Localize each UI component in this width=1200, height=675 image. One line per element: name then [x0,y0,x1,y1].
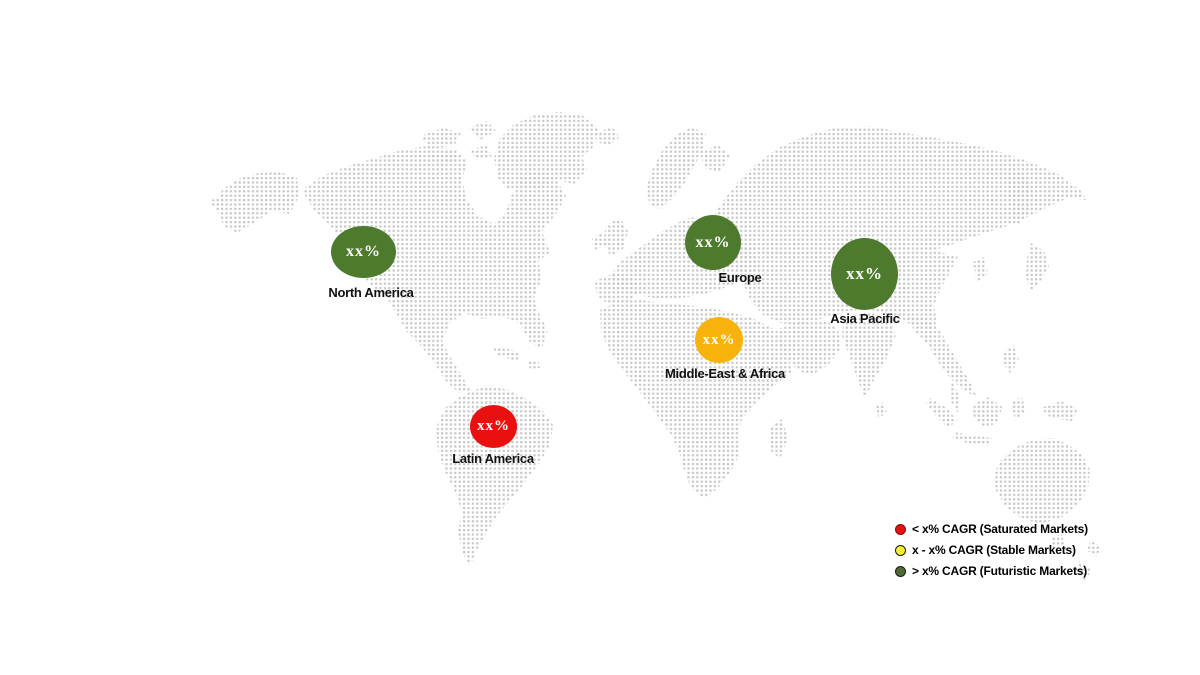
legend-label-stable: x - x% CAGR (Stable Markets) [912,543,1076,557]
cagr-legend: < x% CAGR (Saturated Markets) x - x% CAG… [895,522,1088,585]
map-africa [600,300,792,499]
legend-dot-yellow-icon [895,544,906,556]
legend-item-saturated: < x% CAGR (Saturated Markets) [895,522,1088,536]
bubble-value-north-america: xx% [346,243,381,260]
legend-item-futuristic: > x% CAGR (Futuristic Markets) [895,564,1088,578]
map-alaska [216,172,299,233]
bubble-europe: xx% [685,215,741,270]
bubble-north-america: xx% [331,226,396,278]
legend-item-stable: x - x% CAGR (Stable Markets) [895,543,1088,557]
map-north-america [302,146,566,393]
legend-dot-green-icon [895,565,906,577]
map-greenland [494,112,598,189]
bubble-value-europe: xx% [695,233,731,251]
map-south-america [436,385,553,566]
map-australia [994,438,1090,524]
bubble-middle-east-africa: xx% [695,317,743,363]
label-middle-east-africa: Middle-East & Africa [665,366,785,381]
bubble-value-latin-america: xx% [477,418,510,434]
bubble-asia-pacific: xx% [831,238,898,310]
label-asia-pacific: Asia Pacific [830,311,900,326]
legend-label-futuristic: > x% CAGR (Futuristic Markets) [912,564,1088,578]
bubble-value-middle-east-africa: xx% [702,331,736,348]
label-latin-america: Latin America [452,451,534,466]
label-europe: Europe [718,270,762,285]
label-north-america: North America [328,285,414,300]
map-asia [705,126,1087,256]
bubble-value-asia-pacific: xx% [846,264,883,283]
legend-label-saturated: < x% CAGR (Saturated Markets) [912,522,1088,536]
bubble-latin-america: xx% [470,405,517,448]
legend-dot-red-icon [895,523,906,535]
